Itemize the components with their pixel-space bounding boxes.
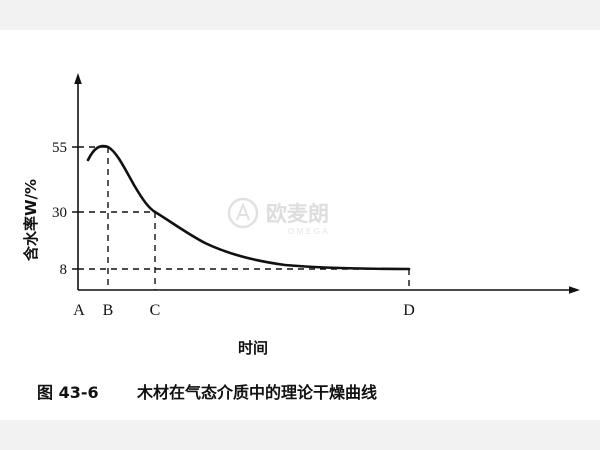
top-band <box>0 0 600 30</box>
x-axis-title: 时间 <box>238 339 268 357</box>
logo-a-glyph-icon <box>236 202 250 221</box>
axis-lines <box>74 73 580 294</box>
watermark-sub-text: OMEGA <box>288 227 330 236</box>
y-tick-label-30: 30 <box>52 205 67 221</box>
y-axis-title: 含水率W/% <box>22 179 40 261</box>
drying-curve-chart: 欧麦朗 OMEGA 55 30 8 含水 <box>22 73 580 402</box>
x-point-label-c: C <box>150 302 161 319</box>
bottom-band <box>0 420 600 450</box>
caption-figure-number: 图 43-6 <box>37 383 99 402</box>
x-point-label-b: B <box>103 302 114 319</box>
x-point-label-a: A <box>73 302 85 319</box>
x-axis-arrow-icon <box>569 286 580 294</box>
watermark: 欧麦朗 OMEGA <box>227 197 330 236</box>
x-point-label-d: D <box>403 302 415 319</box>
y-tick-label-55: 55 <box>52 140 67 156</box>
figure-area: 欧麦朗 OMEGA 55 30 8 含水 <box>0 30 600 420</box>
caption-title: 木材在气态介质中的理论干燥曲线 <box>136 383 377 402</box>
watermark-main-text: 欧麦朗 <box>266 202 329 226</box>
y-tick-marks <box>72 146 78 270</box>
y-axis-arrow-icon <box>74 73 82 84</box>
y-tick-label-8: 8 <box>60 262 68 278</box>
circle-a-logo-icon <box>227 197 259 229</box>
drying-curve-line <box>86 144 411 271</box>
